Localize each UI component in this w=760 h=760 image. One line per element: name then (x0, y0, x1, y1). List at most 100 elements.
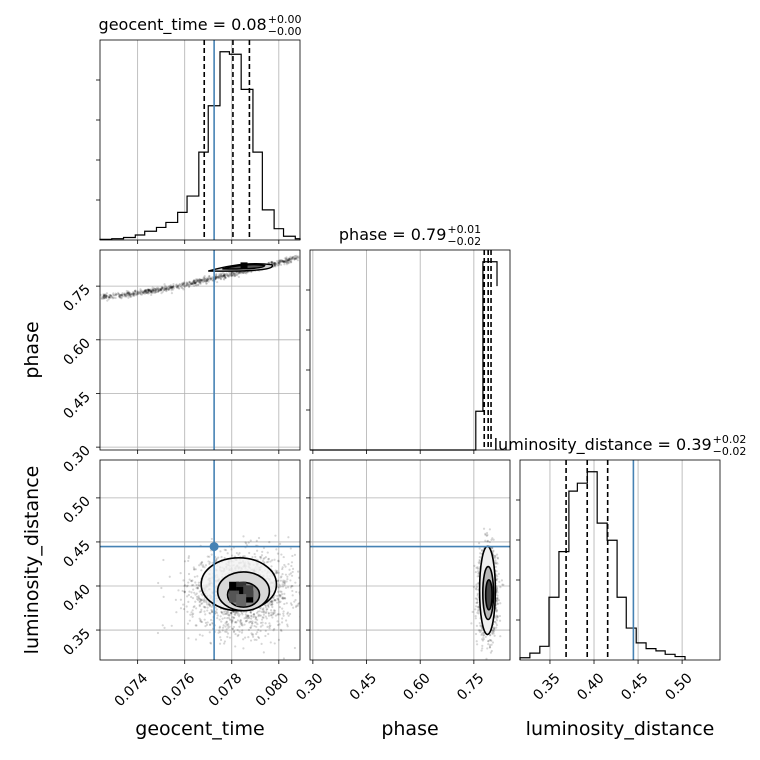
x-tick-label: 0.080 (253, 670, 293, 710)
sample-point (282, 579, 285, 582)
sample-point (294, 257, 298, 261)
sample-point (147, 289, 151, 293)
sample-point (196, 279, 199, 282)
panel-frame (309, 459, 511, 661)
sample-point (271, 261, 274, 264)
sample-point (286, 258, 289, 262)
sample-point (231, 554, 234, 557)
sample-point (222, 273, 226, 277)
sample-point (139, 293, 142, 296)
sample-point (221, 617, 224, 620)
sample-point (279, 595, 282, 598)
sample-point (278, 623, 281, 626)
panel-frame (519, 459, 721, 661)
histogram-phase (310, 261, 498, 451)
sample-point (133, 290, 136, 293)
sample-point (497, 599, 501, 602)
sample-point (228, 618, 231, 621)
sample-point (302, 587, 304, 589)
sample-point (164, 284, 167, 288)
sample-point (474, 605, 478, 608)
sample-point (107, 296, 110, 299)
sample-point (211, 621, 214, 625)
sample-point (285, 619, 288, 622)
sample-point (193, 591, 196, 594)
sample-point (215, 276, 218, 280)
sample-point (256, 610, 260, 613)
sample-point (163, 288, 166, 292)
sample-point (220, 274, 223, 277)
sample-point (270, 604, 273, 607)
grid-lines (137, 40, 280, 240)
sample-point (288, 258, 291, 261)
sample-point (278, 594, 282, 597)
sample-point (278, 261, 281, 264)
sample-point (167, 286, 170, 289)
sample-point (234, 611, 237, 614)
sample-point (182, 288, 185, 291)
sample-point (188, 619, 191, 622)
sample-point (157, 288, 160, 291)
sample-point (273, 263, 277, 267)
sample-point (233, 616, 236, 619)
sample-point (494, 565, 497, 569)
sample-point (279, 263, 283, 266)
sample-point (269, 603, 272, 606)
sample-point (255, 621, 258, 624)
sample-point (187, 283, 190, 286)
sample-point (225, 620, 228, 623)
sample-point (138, 291, 142, 294)
sample-point (232, 625, 236, 629)
sample-point (282, 260, 286, 263)
sample-point (293, 258, 296, 261)
sample-point (280, 621, 284, 624)
sample-point (119, 294, 122, 298)
sample-point (227, 275, 230, 278)
sample-point (254, 555, 257, 558)
sample-point (148, 288, 151, 291)
panel-frame (99, 459, 301, 661)
sample-point (200, 561, 203, 564)
sample-point (277, 571, 280, 574)
sample-point (304, 605, 306, 607)
sample-point (285, 259, 288, 262)
sample-point (182, 283, 185, 286)
sample-point (192, 280, 195, 283)
sample-point (192, 588, 195, 591)
sample-point (241, 624, 244, 627)
sample-point (498, 619, 502, 622)
sample-point (262, 608, 265, 611)
sample-point (129, 295, 132, 298)
sample-point (476, 567, 480, 570)
sample-point (278, 259, 281, 262)
y-axis-label-luminosity_distance: luminosity_distance (21, 466, 43, 655)
sample-point (230, 274, 233, 277)
sample-point (132, 292, 135, 295)
sample-point (479, 631, 482, 634)
sample-point (102, 297, 105, 300)
sample-point (126, 292, 129, 295)
sample-point (224, 276, 227, 280)
sample-point (231, 616, 234, 619)
sample-point (490, 538, 493, 542)
sample-point (109, 294, 112, 297)
sample-point (223, 273, 227, 276)
sample-point (277, 261, 280, 264)
sample-point (210, 553, 213, 556)
sample-point (179, 284, 182, 287)
sample-point (155, 289, 158, 292)
sample-point (105, 295, 108, 298)
sample-point (230, 274, 233, 277)
sample-point (154, 289, 157, 292)
sample-point (496, 591, 499, 594)
sample-point (144, 290, 148, 293)
sample-point (285, 256, 288, 259)
sample-point (496, 577, 499, 581)
sample-point (267, 557, 270, 560)
sample-point (259, 614, 262, 617)
sample-point (274, 599, 277, 602)
sample-point (193, 605, 196, 608)
sample-point (223, 610, 226, 613)
sample-point (100, 297, 104, 300)
sample-point (149, 291, 153, 294)
